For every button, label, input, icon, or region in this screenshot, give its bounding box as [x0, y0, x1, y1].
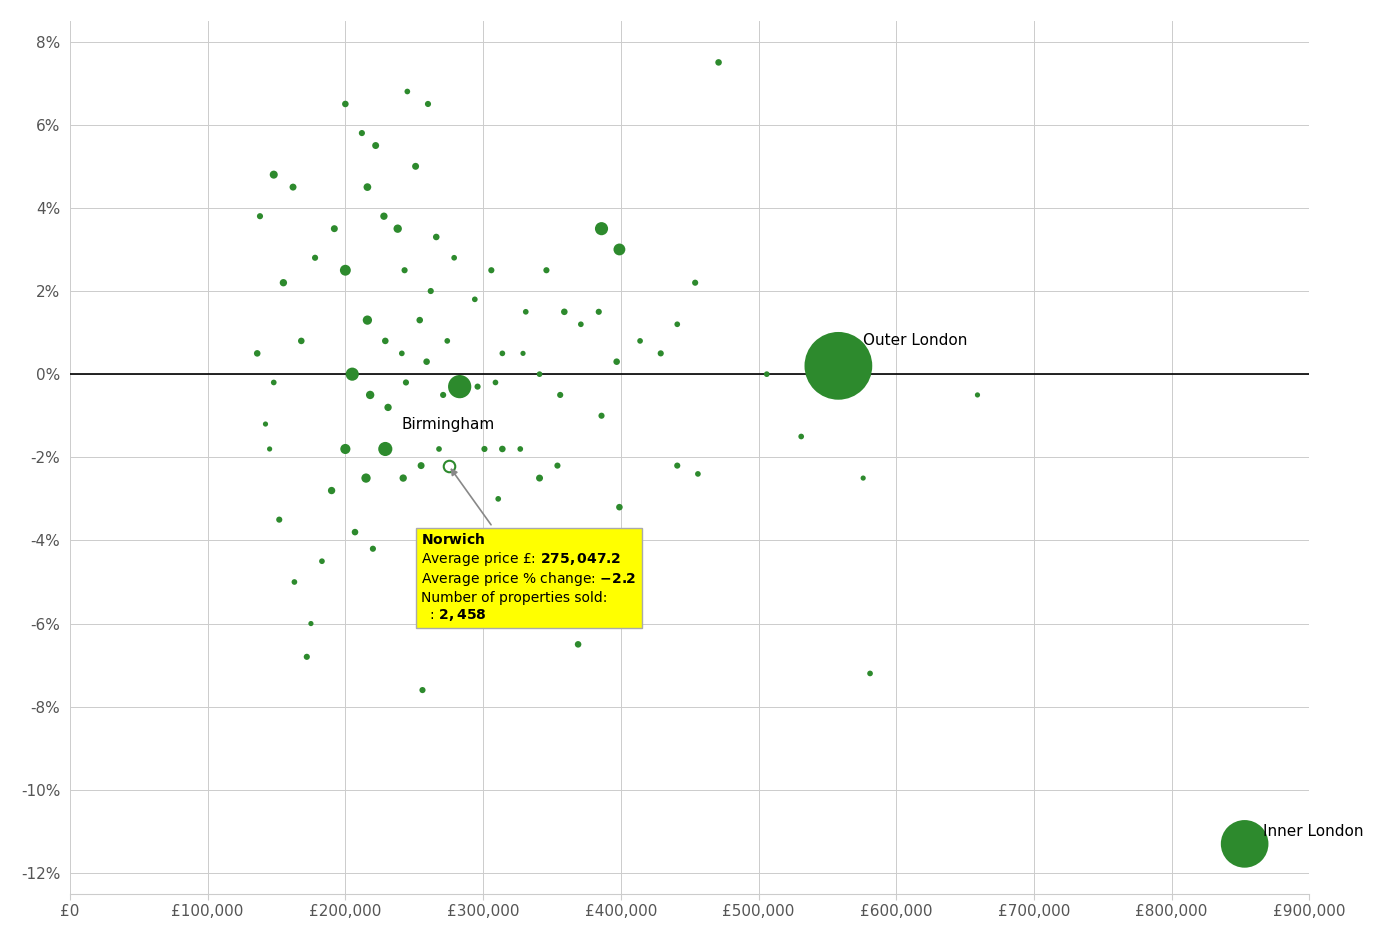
Point — [356, 180, 378, 195]
Point — [341, 367, 363, 382]
Point — [395, 375, 417, 390]
Point — [514, 305, 537, 320]
Point — [467, 379, 489, 394]
Point — [684, 275, 706, 290]
Point — [546, 458, 569, 473]
Point — [649, 346, 671, 361]
Point — [272, 275, 295, 290]
Point — [438, 458, 460, 473]
Point — [396, 84, 418, 99]
Point — [259, 442, 281, 457]
Point — [391, 346, 413, 361]
Point — [966, 387, 988, 402]
Point — [284, 574, 306, 589]
Point — [386, 221, 409, 236]
Point — [708, 55, 730, 70]
Point — [343, 525, 366, 540]
Point — [334, 442, 356, 457]
Text: Birmingham: Birmingham — [402, 416, 495, 431]
Point — [553, 305, 575, 320]
Point — [491, 442, 513, 457]
Point — [420, 284, 442, 299]
Point — [374, 442, 396, 457]
Point — [486, 492, 509, 507]
Point — [588, 305, 610, 320]
Point — [512, 346, 534, 361]
Point — [354, 471, 377, 486]
Point — [311, 554, 334, 569]
Point — [480, 262, 502, 277]
Point — [263, 375, 285, 390]
Point — [756, 367, 778, 382]
Point — [359, 387, 381, 402]
Point — [246, 346, 268, 361]
Point — [484, 375, 506, 390]
Point — [859, 666, 881, 681]
Point — [666, 317, 688, 332]
Point — [591, 408, 613, 423]
Point — [570, 317, 592, 332]
Point — [291, 334, 313, 349]
Point — [374, 334, 396, 349]
Point — [364, 138, 386, 153]
Point — [404, 159, 427, 174]
Point — [324, 221, 346, 236]
Point — [356, 313, 378, 328]
Point — [263, 167, 285, 182]
Point — [268, 512, 291, 527]
Point — [827, 358, 849, 373]
Point — [300, 616, 322, 631]
Point — [449, 379, 471, 394]
Point — [609, 242, 631, 257]
Point — [491, 346, 513, 361]
Point — [393, 262, 416, 277]
Point — [464, 291, 486, 306]
Point — [443, 250, 466, 265]
Point — [409, 313, 431, 328]
Point — [392, 471, 414, 486]
Point — [428, 442, 450, 457]
Point — [606, 354, 628, 369]
Text: Outer London: Outer London — [863, 334, 967, 349]
Point — [334, 97, 356, 112]
Point — [687, 466, 709, 481]
Point — [790, 429, 812, 444]
Point — [436, 334, 459, 349]
Point — [528, 367, 550, 382]
Text: $\bf{Norwich}$
Average price £: $\bf{275,047.2}$
Average price % change: $\bf{-2: $\bf{Norwich}$ Average price £: $\bf{275… — [421, 469, 637, 623]
Point — [432, 387, 455, 402]
Point — [1233, 837, 1255, 852]
Point — [411, 682, 434, 697]
Point — [666, 458, 688, 473]
Point — [334, 262, 356, 277]
Point — [373, 209, 395, 224]
Point — [450, 387, 473, 402]
Point — [377, 400, 399, 415]
Point — [350, 126, 373, 141]
Point — [535, 262, 557, 277]
Point — [361, 541, 384, 556]
Point — [567, 636, 589, 651]
Point — [549, 387, 571, 402]
Point — [254, 416, 277, 431]
Point — [591, 221, 613, 236]
Point — [425, 229, 448, 244]
Point — [296, 650, 318, 665]
Point — [282, 180, 304, 195]
Point — [410, 458, 432, 473]
Point — [852, 471, 874, 486]
Point — [321, 483, 343, 498]
Point — [416, 354, 438, 369]
Point — [474, 442, 496, 457]
Point — [509, 442, 531, 457]
Text: Inner London: Inner London — [1262, 823, 1364, 838]
Point — [417, 97, 439, 112]
Point — [628, 334, 651, 349]
Point — [304, 250, 327, 265]
Point — [528, 471, 550, 486]
Point — [609, 500, 631, 515]
Point — [249, 209, 271, 224]
